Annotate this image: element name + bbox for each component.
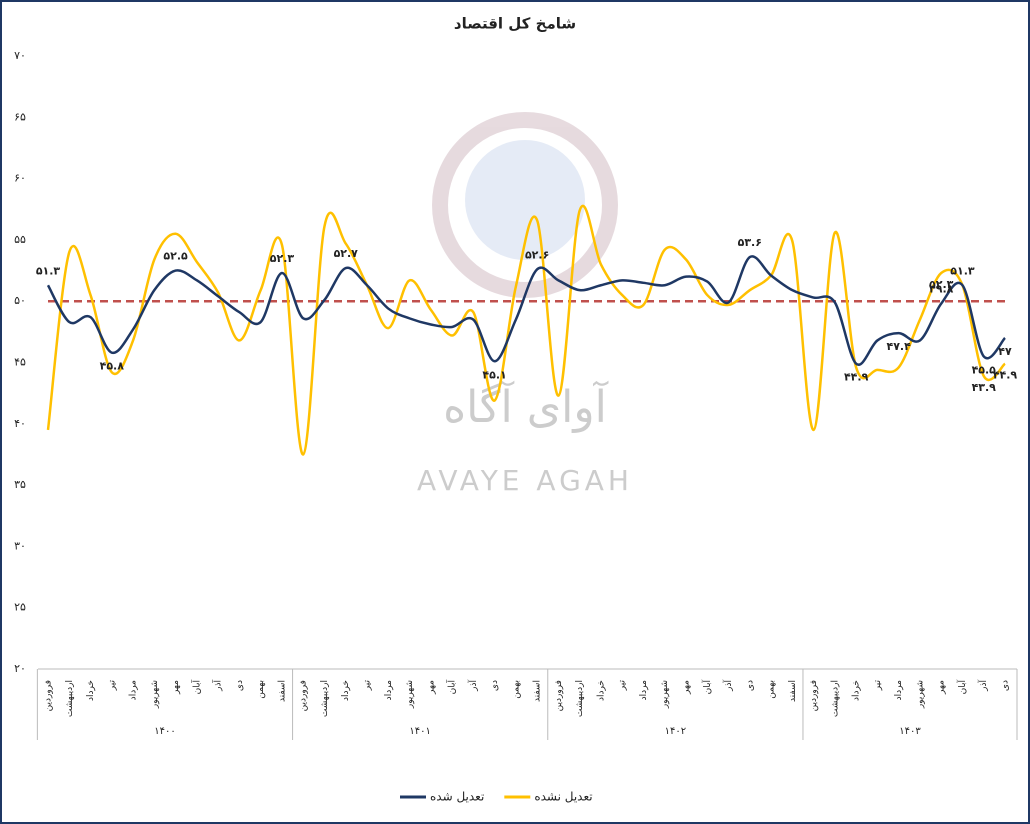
x-tick-label: خرداد xyxy=(596,680,606,701)
x-tick-label: تیر xyxy=(618,680,628,692)
x-tick-label: آذر xyxy=(977,680,989,692)
x-tick-label: اردیبهشت xyxy=(830,680,840,717)
x-tick-label: تیر xyxy=(363,680,373,692)
x-tick-label: مرداد xyxy=(894,680,904,700)
x-tick-label: آبان xyxy=(956,680,968,695)
x-tick-label: اسفند xyxy=(788,680,798,702)
legend-label: تعدیل شده xyxy=(430,790,484,804)
x-tick-label: آذر xyxy=(722,680,734,692)
x-tick-label: فروردین xyxy=(299,680,309,711)
data-label: ۴۷.۴ xyxy=(887,340,912,353)
x-tick-label: خرداد xyxy=(341,680,351,701)
x-tick-label: تیر xyxy=(107,680,117,692)
x-tick-label: دی xyxy=(490,680,500,691)
data-label: ۵۲.۳ xyxy=(929,278,954,291)
data-label: ۴۴.۹ xyxy=(844,371,869,384)
x-tick-label: شهریور xyxy=(150,680,160,709)
group-label: ۱۴۰۲ xyxy=(665,726,686,737)
data-label: ۵۱.۳ xyxy=(36,264,61,277)
x-tick-label: شهریور xyxy=(915,680,925,709)
x-tick-label: خرداد xyxy=(86,680,96,701)
x-tick-label: اسفند xyxy=(533,680,543,702)
x-tick-label: فروردین xyxy=(554,680,564,711)
data-label: ۴۳.۹ xyxy=(972,381,997,394)
y-tick-label: ۶۵ xyxy=(14,110,26,123)
x-tick-label: مهر xyxy=(171,680,181,695)
data-label: ۵۲.۳ xyxy=(270,252,295,265)
x-tick-label: اسفند xyxy=(277,680,287,702)
x-tick-label: آذر xyxy=(467,680,479,692)
x-tick-label: مهر xyxy=(426,680,436,695)
group-label: ۱۴۰۳ xyxy=(899,726,921,737)
x-tick-label: فروردین xyxy=(809,680,819,711)
y-tick-label: ۴۵ xyxy=(14,356,26,369)
data-label: ۵۳.۶ xyxy=(738,236,762,249)
y-tick-label: ۳۰ xyxy=(14,539,26,552)
x-tick-label: مرداد xyxy=(384,680,394,700)
watermark: AVAYE AGAH xyxy=(417,464,633,497)
x-tick-label: آبان xyxy=(190,680,202,695)
data-label: ۴۷ xyxy=(998,345,1012,358)
y-tick-label: ۵۵ xyxy=(14,233,26,246)
x-tick-label: مرداد xyxy=(639,680,649,700)
group-label: ۱۴۰۰ xyxy=(154,726,175,737)
series-line xyxy=(46,255,1006,367)
x-tick-label: بهمن xyxy=(767,680,777,699)
x-tick-label: آبان xyxy=(446,680,458,695)
x-tick-label: اردیبهشت xyxy=(575,680,585,717)
x-tick-label: مهر xyxy=(937,680,947,695)
series-line xyxy=(46,204,1006,456)
x-tick-label: خرداد xyxy=(852,680,862,701)
y-tick-label: ۲۰ xyxy=(14,662,26,675)
watermark: آوای آگاه xyxy=(443,380,609,433)
data-label: ۴۵.۵ xyxy=(972,363,997,376)
data-label: ۴۵.۸ xyxy=(100,360,125,373)
y-tick-label: ۲۵ xyxy=(14,601,26,614)
x-tick-label: شهریور xyxy=(660,680,670,709)
legend-label: تعدیل نشده xyxy=(534,790,592,804)
x-tick-label: فروردین xyxy=(44,680,54,711)
data-label: ۴۵.۱ xyxy=(482,368,506,381)
y-tick-label: ۶۰ xyxy=(14,172,26,185)
data-label: ۴۴.۹ xyxy=(993,369,1018,382)
x-tick-label: اردیبهشت xyxy=(320,680,330,717)
data-label: ۵۲.۵ xyxy=(163,250,188,263)
x-tick-label: آذر xyxy=(212,680,224,692)
data-label: ۵۱.۳ xyxy=(950,264,975,277)
data-label: ۴۹.۸ xyxy=(929,283,954,296)
x-tick-label: بهمن xyxy=(256,680,266,699)
x-tick-label: تیر xyxy=(873,680,883,692)
x-tick-label: دی xyxy=(235,680,245,691)
chart-title: شامخ کل اقتصاد xyxy=(454,15,576,33)
y-tick-label: ۷۰ xyxy=(14,49,26,62)
group-label: ۱۴۰۱ xyxy=(409,726,430,737)
x-tick-label: بهمن xyxy=(511,680,521,699)
y-tick-label: ۵۰ xyxy=(14,294,26,307)
x-tick-label: دی xyxy=(1001,680,1011,691)
y-tick-label: ۴۰ xyxy=(14,417,26,430)
x-tick-label: دی xyxy=(745,680,755,691)
y-tick-label: ۳۵ xyxy=(14,478,26,491)
data-label: ۵۲.۶ xyxy=(525,248,549,261)
x-tick-label: مرداد xyxy=(129,680,139,700)
watermark-logo xyxy=(432,112,618,298)
data-label: ۵۲.۷ xyxy=(334,247,359,260)
x-tick-label: اردیبهشت xyxy=(65,680,75,717)
x-tick-label: آبان xyxy=(701,680,713,695)
x-tick-label: مهر xyxy=(682,680,692,695)
x-tick-label: شهریور xyxy=(405,680,415,709)
